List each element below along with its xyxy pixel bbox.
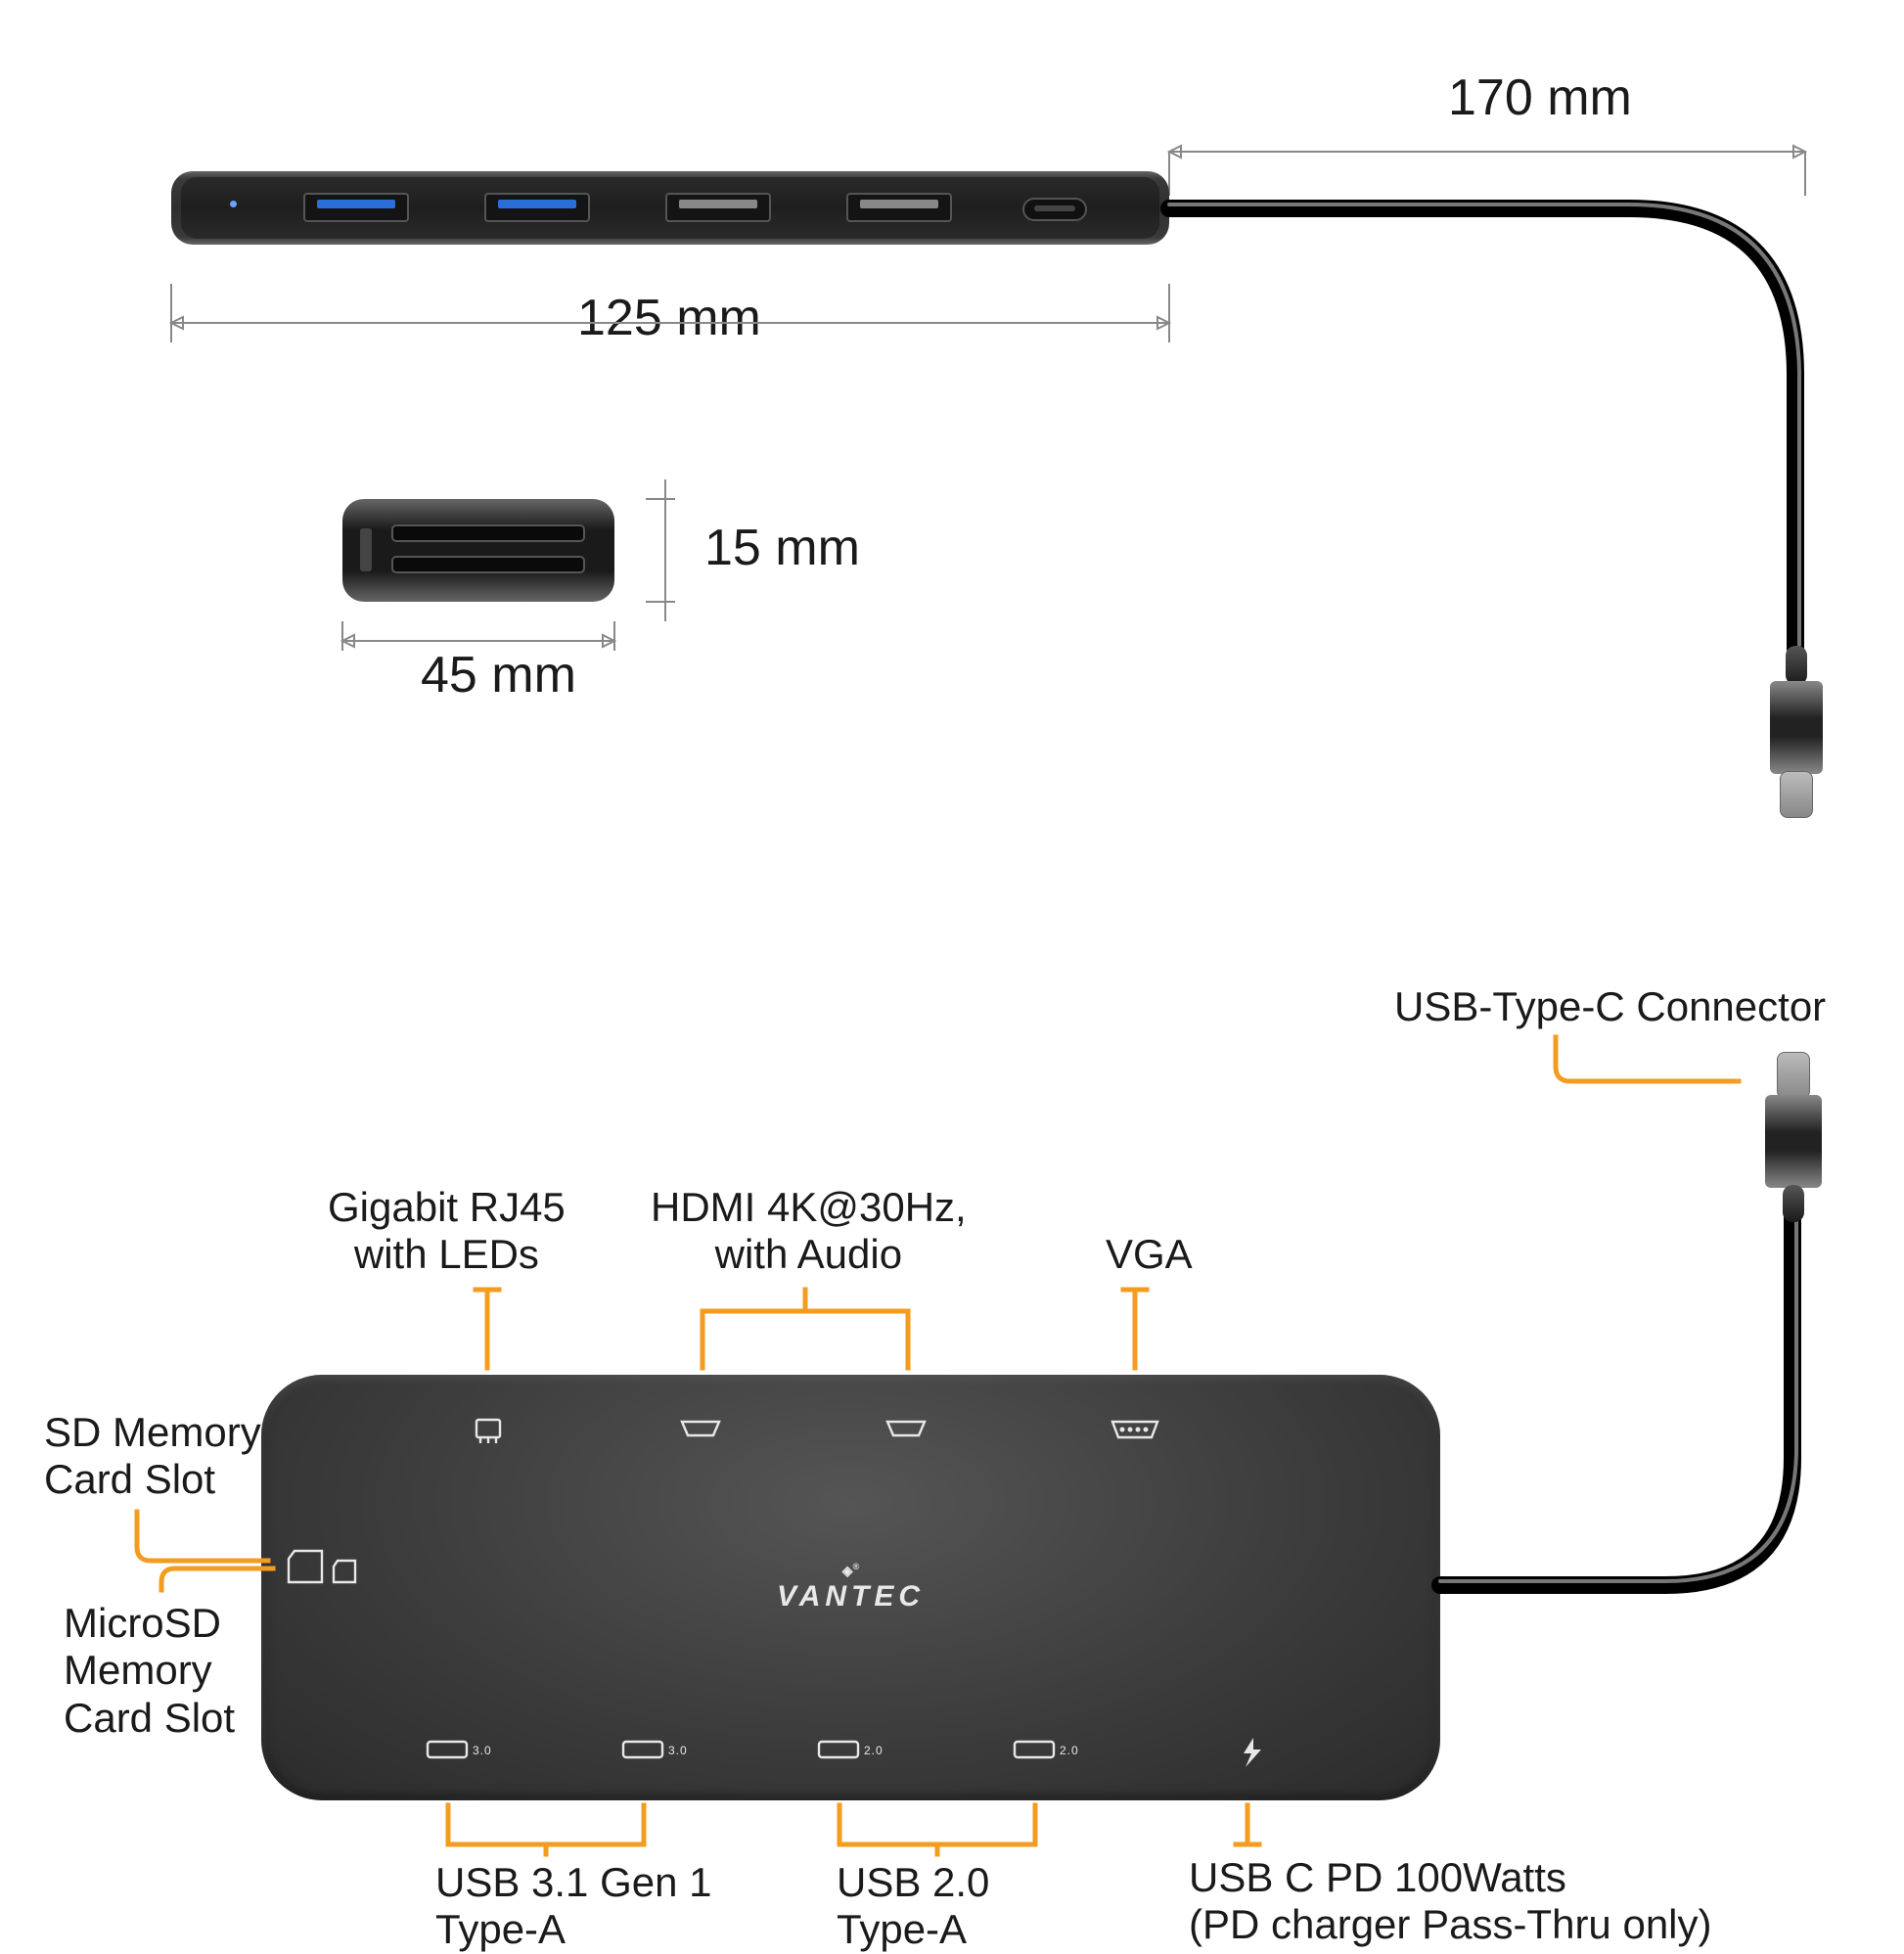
port-usb2-2 xyxy=(846,193,952,222)
port-usb3-2 xyxy=(484,193,590,222)
lead-pd xyxy=(0,0,1904,1953)
power-led xyxy=(230,201,237,207)
port-usbc-pd xyxy=(1022,198,1087,221)
port-usb3-1 xyxy=(303,193,409,222)
port-usb2-1 xyxy=(665,193,771,222)
